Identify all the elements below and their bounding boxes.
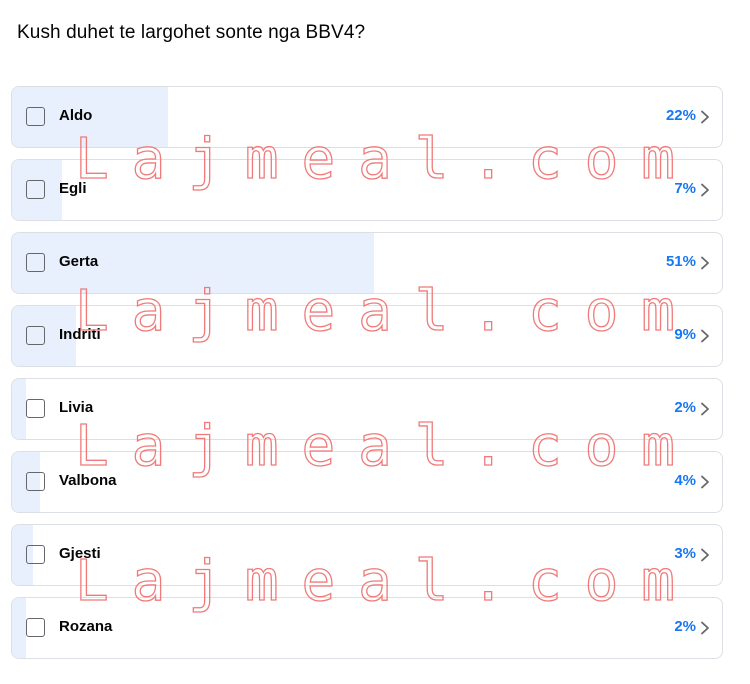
option-label: Aldo: [59, 107, 93, 124]
option-percent: 51%: [665, 253, 696, 270]
option-percent: 2%: [674, 399, 696, 416]
poll-question: Kush duhet te largohet sonte nga BBV4?: [17, 22, 366, 43]
checkbox[interactable]: [26, 107, 45, 126]
chevron-right-icon[interactable]: [700, 402, 710, 416]
chevron-right-icon[interactable]: [700, 475, 710, 489]
checkbox[interactable]: [26, 399, 45, 418]
checkbox[interactable]: [26, 253, 45, 272]
option-label: Livia: [59, 399, 94, 416]
option-result-bar: [12, 87, 169, 147]
option-label: Valbona: [59, 472, 117, 489]
checkbox[interactable]: [26, 618, 45, 637]
chevron-right-icon[interactable]: [700, 183, 710, 197]
option-result-bar: [12, 160, 62, 220]
option-label: Gjesti: [59, 545, 101, 562]
option-percent: 3%: [674, 545, 696, 562]
chevron-right-icon[interactable]: [700, 256, 710, 270]
option-label: Gerta: [59, 253, 99, 270]
option-result-bar: [12, 233, 375, 293]
option-percent: 2%: [674, 618, 696, 635]
option-percent: 9%: [674, 326, 696, 343]
checkbox[interactable]: [26, 180, 45, 199]
option-label: Rozana: [59, 618, 113, 635]
poll-option-livia[interactable]: Livia 2%: [11, 378, 723, 440]
poll-option-gjesti[interactable]: Gjesti 3%: [11, 524, 723, 586]
checkbox[interactable]: [26, 326, 45, 345]
poll-option-valbona[interactable]: Valbona 4%: [11, 451, 723, 513]
poll-option-egli[interactable]: Egli 7%: [11, 159, 723, 221]
poll-option-gerta[interactable]: Gerta 51%: [11, 232, 723, 294]
option-result-bar: [12, 598, 27, 658]
poll-option-aldo[interactable]: Aldo 22%: [11, 86, 723, 148]
option-result-bar: [12, 306, 76, 366]
poll-options: Aldo 22% Egli 7% Gerta 51% Indriti 9% Li…: [11, 86, 723, 670]
option-percent: 4%: [674, 472, 696, 489]
option-label: Egli: [59, 180, 87, 197]
checkbox[interactable]: [26, 472, 45, 491]
option-percent: 7%: [674, 180, 696, 197]
option-result-bar: [12, 525, 34, 585]
chevron-right-icon[interactable]: [700, 329, 710, 343]
poll-option-indriti[interactable]: Indriti 9%: [11, 305, 723, 367]
chevron-right-icon[interactable]: [700, 621, 710, 635]
poll-option-rozana[interactable]: Rozana 2%: [11, 597, 723, 659]
chevron-right-icon[interactable]: [700, 110, 710, 124]
option-result-bar: [12, 379, 27, 439]
option-percent: 22%: [665, 107, 696, 124]
option-label: Indriti: [59, 326, 101, 343]
chevron-right-icon[interactable]: [700, 548, 710, 562]
checkbox[interactable]: [26, 545, 45, 564]
